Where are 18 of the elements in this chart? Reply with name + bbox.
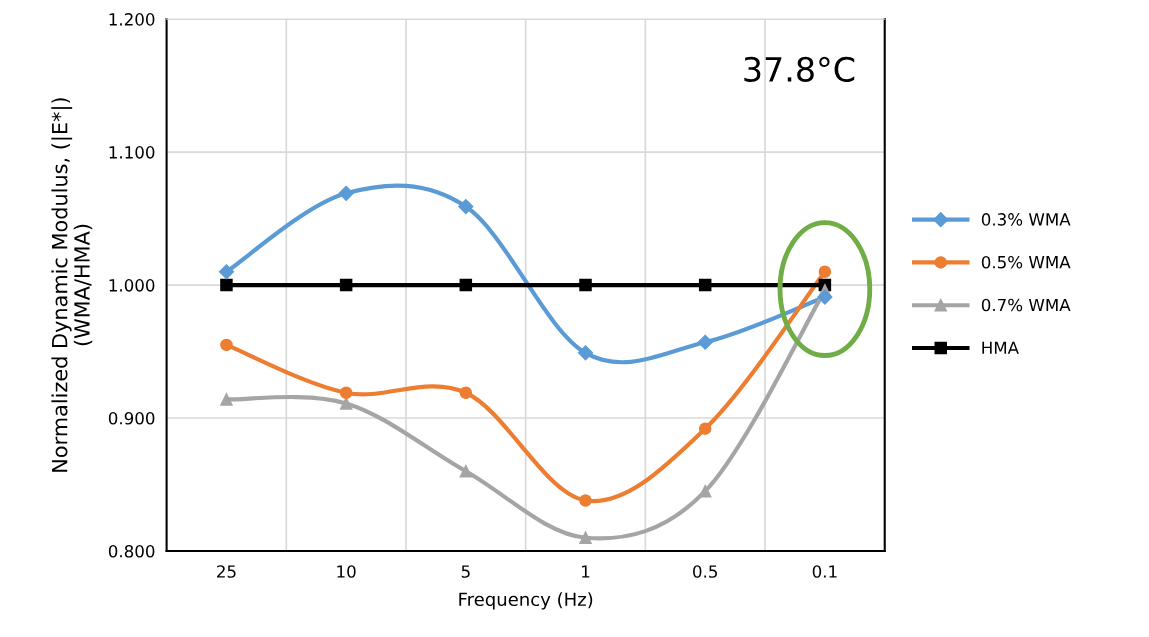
- legend-label: 0.5% WMA: [981, 255, 1071, 269]
- legend-label: HMA: [982, 341, 1019, 354]
- x-tick-label: 5: [461, 565, 470, 578]
- legend-label: 0.7% WMA: [981, 298, 1071, 312]
- x-tick-label: 1: [582, 565, 590, 578]
- x-tick-label: 10: [337, 565, 356, 578]
- y-tick-label: 0.800: [108, 544, 155, 558]
- y-axis-title: Normalized Dynamic Modulus, (|E*|) (WMA/HMA): [51, 98, 93, 472]
- x-axis-title: Frequency (Hz): [459, 592, 593, 610]
- x-tick-label: 0.5: [693, 565, 717, 578]
- y-tick-label: 0.900: [108, 411, 155, 425]
- legend-label: 0.3% WMA: [981, 213, 1071, 226]
- x-tick-label: 0.1: [812, 565, 837, 578]
- y-tick-label: 1.000: [109, 279, 155, 292]
- x-tick-label: 25: [217, 565, 236, 578]
- y-tick-label: 1.100: [109, 146, 155, 159]
- annotation: 37.8°C: [744, 56, 855, 82]
- y-tick-label: 1.200: [109, 13, 155, 26]
